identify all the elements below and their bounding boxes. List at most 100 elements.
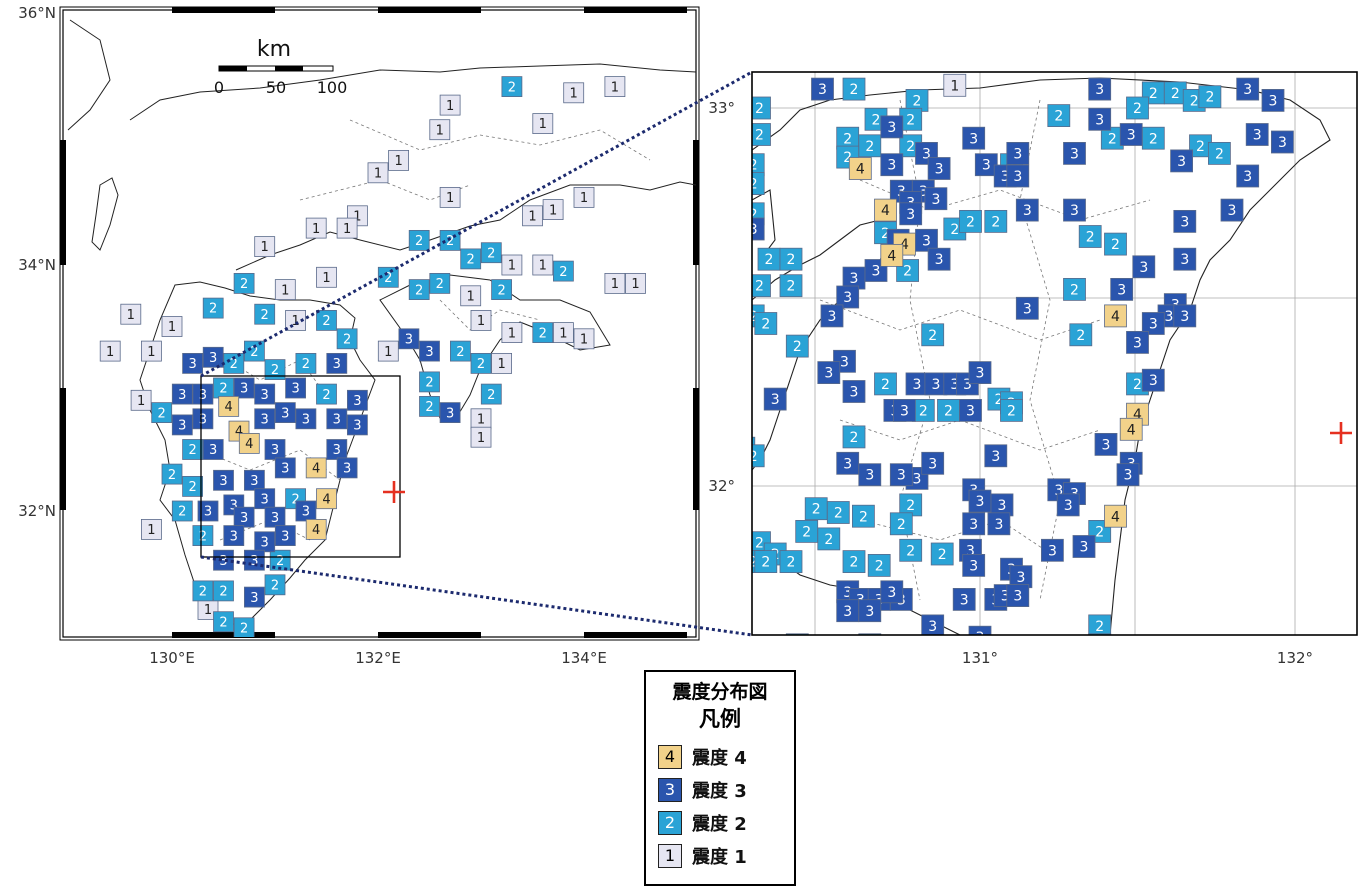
svg-text:4: 4 — [235, 425, 243, 440]
inset-station-17-intensity-2: 2 — [1126, 96, 1149, 120]
legend-label-1: 震度 1 — [692, 846, 747, 868]
inset-station-77-intensity-3: 3 — [836, 285, 860, 309]
svg-text:1: 1 — [477, 314, 485, 329]
inset-station-140-intensity-4: 4 — [1104, 504, 1127, 528]
main-station-37-intensity-3: 3 — [398, 328, 420, 350]
svg-text:2: 2 — [219, 585, 227, 600]
svg-text:1: 1 — [446, 99, 454, 114]
svg-text:3: 3 — [928, 619, 937, 635]
main-station-116-intensity-2: 2 — [213, 580, 234, 602]
svg-text:4: 4 — [856, 162, 865, 178]
main-station-95-intensity-2: 2 — [182, 475, 204, 497]
svg-text:3: 3 — [1001, 589, 1010, 605]
inset-station-71-intensity-2: 2 — [757, 247, 781, 271]
svg-text:2: 2 — [322, 388, 330, 403]
svg-text:2: 2 — [1149, 131, 1158, 147]
svg-text:2: 2 — [859, 509, 868, 525]
svg-text:3: 3 — [199, 388, 207, 403]
svg-text:2: 2 — [271, 363, 279, 378]
main-lon-label-134: 134°E — [561, 649, 607, 667]
svg-text:2: 2 — [487, 388, 495, 403]
svg-text:3: 3 — [1269, 94, 1278, 110]
main-station-92-intensity-3: 3 — [326, 439, 348, 460]
inset-station-93-intensity-3: 3 — [1126, 330, 1149, 354]
main-station-90-intensity-3: 3 — [274, 457, 296, 479]
svg-text:3: 3 — [291, 382, 299, 397]
svg-text:1: 1 — [204, 603, 212, 618]
svg-text:3: 3 — [1139, 260, 1148, 276]
svg-text:1: 1 — [611, 80, 619, 95]
svg-text:2: 2 — [1076, 328, 1085, 344]
inset-station-152-intensity-2: 2 — [754, 550, 778, 573]
svg-text:3: 3 — [250, 591, 258, 606]
main-lon-label-130: 130°E — [149, 649, 195, 667]
inset-station-126-intensity-3: 3 — [1116, 463, 1140, 487]
svg-text:2: 2 — [865, 638, 874, 654]
svg-text:2: 2 — [755, 279, 764, 295]
main-station-105-intensity-3: 3 — [264, 506, 286, 528]
inset-station-36-intensity-3: 3 — [927, 157, 951, 180]
svg-text:3: 3 — [446, 406, 454, 421]
main-station-52-intensity-1: 1 — [130, 389, 152, 411]
main-station-72-intensity-3: 3 — [233, 377, 255, 399]
svg-text:3: 3 — [998, 498, 1007, 514]
svg-text:3: 3 — [935, 252, 944, 268]
main-station-110-intensity-3: 3 — [274, 525, 296, 546]
inset-station-122-intensity-3: 3 — [858, 463, 882, 487]
main-station-118-intensity-2: 2 — [264, 574, 286, 596]
inset-lat-label-33: 33° — [708, 99, 735, 117]
svg-text:2: 2 — [834, 506, 843, 522]
svg-text:1: 1 — [137, 394, 145, 409]
svg-text:2: 2 — [302, 357, 310, 372]
svg-text:3: 3 — [749, 222, 758, 238]
svg-text:3: 3 — [976, 494, 985, 510]
svg-text:1: 1 — [497, 357, 505, 372]
main-station-77-intensity-3: 3 — [171, 414, 193, 436]
main-station-34-intensity-2: 2 — [532, 322, 554, 344]
main-station-87-intensity-2: 2 — [182, 439, 204, 460]
svg-text:3: 3 — [906, 207, 915, 223]
main-station-43-intensity-2: 2 — [419, 371, 440, 393]
svg-text:3: 3 — [343, 462, 351, 477]
inset-station-137-intensity-2: 2 — [889, 512, 913, 536]
svg-text:2: 2 — [906, 543, 915, 559]
inset-station-9-intensity-3: 3 — [1236, 77, 1260, 101]
inset-station-96-intensity-2: 2 — [874, 372, 897, 396]
inset-station-118-intensity-2: 2 — [752, 444, 765, 468]
main-station-54-intensity-1: 1 — [140, 519, 162, 540]
main-station-44-intensity-2: 2 — [480, 383, 502, 405]
inset-station-76-intensity-2: 2 — [779, 274, 803, 298]
main-station-79-intensity-4: 4 — [218, 395, 240, 417]
svg-text:3: 3 — [250, 554, 258, 569]
main-station-99-intensity-3: 3 — [254, 488, 276, 510]
svg-text:3: 3 — [1117, 283, 1126, 299]
main-station-114-intensity-2: 2 — [269, 549, 291, 571]
main-station-113-intensity-3: 3 — [243, 549, 265, 571]
inset-extent-box — [200, 375, 401, 558]
inset-station-51-intensity-3: 3 — [1015, 198, 1039, 222]
inset-station-116-intensity-3: 3 — [1094, 432, 1118, 456]
svg-text:4: 4 — [245, 437, 253, 452]
main-station-68-intensity-3: 3 — [326, 352, 348, 374]
svg-text:3: 3 — [969, 517, 978, 533]
inset-station-176-intensity-3: 3 — [968, 625, 992, 635]
svg-text:2: 2 — [761, 555, 770, 571]
inset-station-13-intensity-3: 3 — [880, 115, 904, 139]
legend-item-intensity-4: 4 震度 4 — [646, 740, 794, 773]
inset-station-143-intensity-2: 2 — [817, 527, 841, 551]
svg-text:3: 3 — [240, 511, 248, 526]
inset-station-105-intensity-3: 3 — [1141, 368, 1165, 392]
svg-text:2: 2 — [787, 279, 796, 295]
svg-text:3: 3 — [950, 377, 959, 393]
svg-text:2: 2 — [875, 558, 884, 574]
svg-text:2: 2 — [240, 622, 248, 637]
main-station-24-intensity-1: 1 — [625, 272, 646, 294]
inset-station-124-intensity-3: 3 — [889, 463, 913, 487]
svg-text:2: 2 — [425, 400, 433, 415]
svg-text:3: 3 — [1253, 128, 1262, 144]
svg-text:3: 3 — [1278, 135, 1287, 151]
svg-text:3: 3 — [843, 456, 852, 472]
svg-text:2: 2 — [903, 264, 912, 280]
main-station-4-intensity-1: 1 — [532, 113, 554, 134]
svg-text:2: 2 — [850, 82, 859, 98]
